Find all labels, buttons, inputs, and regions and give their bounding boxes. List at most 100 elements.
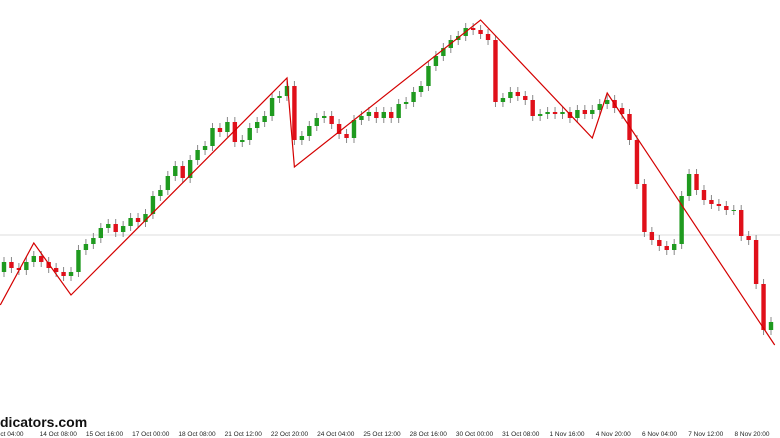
x-tick-label: 31 Oct 08:00 <box>502 431 540 438</box>
candle-body <box>91 238 96 244</box>
x-tick-label: 7 Nov 12:00 <box>688 431 723 438</box>
candle-body <box>16 268 22 270</box>
x-tick-label: 15 Oct 16:00 <box>86 431 124 438</box>
candle-body <box>98 228 104 238</box>
candle-body <box>642 184 647 232</box>
candle-body <box>314 118 319 126</box>
candle-body <box>671 244 677 250</box>
candle-body <box>657 240 662 246</box>
candle-body <box>746 236 751 240</box>
candle-body <box>604 100 610 104</box>
candle-body <box>1 262 7 272</box>
candle-body <box>545 112 550 114</box>
x-tick-label: 4 Nov 20:00 <box>596 431 631 438</box>
candle-body <box>113 224 118 232</box>
candle-body <box>724 206 729 210</box>
candle-body <box>61 272 66 276</box>
candle-body <box>247 128 252 140</box>
candle-body <box>694 174 699 190</box>
x-tick-label: 22 Oct 20:00 <box>271 431 309 438</box>
x-tick-label: 24 Oct 04:00 <box>317 431 355 438</box>
candle-body <box>165 176 171 190</box>
candle-body <box>396 104 401 118</box>
candle-body <box>619 108 625 114</box>
x-tick-label: 21 Oct 12:00 <box>225 431 263 438</box>
candle-body <box>709 200 714 204</box>
zigzag-line <box>0 19 776 346</box>
candle-body <box>441 48 446 56</box>
x-tick-label: 6 Nov 04:00 <box>642 431 677 438</box>
candle-body <box>530 100 535 116</box>
x-tick-label: ct 04:00 <box>0 431 24 438</box>
candle-body <box>128 218 133 226</box>
candle-body <box>679 196 684 244</box>
candle-body <box>515 92 521 96</box>
candle-body <box>731 210 736 211</box>
candle-body <box>523 96 528 100</box>
candle-body <box>403 102 409 104</box>
candle-body <box>106 224 111 228</box>
candle-body <box>53 268 59 272</box>
candle-body <box>68 272 74 276</box>
candle-body <box>76 250 81 272</box>
candle-body <box>493 40 498 102</box>
candle-body <box>180 166 185 178</box>
candle-body <box>202 146 208 150</box>
candle-body <box>552 112 558 114</box>
candle-body <box>485 34 491 40</box>
candle-body <box>217 128 223 132</box>
candle-body <box>582 110 588 114</box>
candle-body <box>210 128 215 146</box>
x-tick-label: 14 Oct 08:00 <box>40 431 78 438</box>
candle-body <box>344 134 349 138</box>
x-tick-label: 18 Oct 08:00 <box>178 431 216 438</box>
candle-body <box>299 136 305 140</box>
candle-body <box>753 240 759 284</box>
candle-body <box>254 122 260 128</box>
candle-body <box>143 214 148 222</box>
watermark: dicators.com <box>0 414 87 430</box>
candle-body <box>120 226 126 232</box>
candle-body <box>135 218 141 222</box>
candle-body <box>649 232 655 240</box>
candle-body <box>225 122 230 132</box>
candle-body <box>411 92 416 102</box>
candle-body <box>336 124 342 134</box>
x-tick-label: 28 Oct 16:00 <box>410 431 448 438</box>
candle-body <box>46 262 51 268</box>
candle-body <box>9 262 14 268</box>
candle-body <box>761 284 766 330</box>
candle-body <box>284 86 290 96</box>
candle-body <box>560 112 565 114</box>
x-tick-label: 8 Nov 20:00 <box>734 431 769 438</box>
candle-body <box>158 190 163 196</box>
candle-body <box>634 140 640 184</box>
candle-body <box>240 140 245 142</box>
candle-body <box>508 92 513 98</box>
candle-body <box>39 256 44 262</box>
x-tick-label: 30 Oct 00:00 <box>456 431 494 438</box>
candle-body <box>322 116 327 118</box>
candle-body <box>262 116 267 122</box>
candle-body <box>716 204 722 206</box>
candle-body <box>351 120 357 138</box>
candle-body <box>195 150 200 160</box>
candle-body <box>739 210 744 236</box>
candle-body <box>575 110 580 118</box>
candle-body <box>701 190 707 200</box>
candle-body <box>292 86 297 140</box>
x-tick-label: 17 Oct 00:00 <box>132 431 170 438</box>
candle-body <box>686 174 692 196</box>
candle-body <box>590 110 595 114</box>
candle-body <box>433 56 439 66</box>
candle-body <box>307 126 312 136</box>
candle-body <box>537 114 543 116</box>
candle-body <box>187 160 193 178</box>
candle-body <box>150 196 156 214</box>
candle-body <box>359 116 364 120</box>
candle-body <box>366 112 372 116</box>
candle-body <box>173 166 178 176</box>
candle-body <box>768 322 774 330</box>
